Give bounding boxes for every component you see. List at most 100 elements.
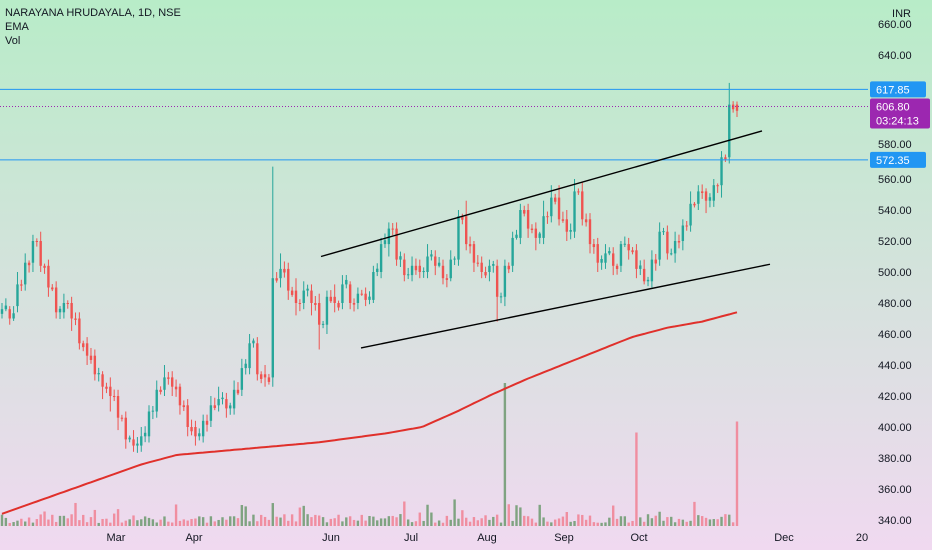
candle-body bbox=[414, 265, 418, 271]
volume-bar bbox=[484, 515, 487, 526]
volume-bar bbox=[646, 514, 650, 526]
candle-body bbox=[201, 420, 205, 437]
volume-bar bbox=[670, 516, 673, 526]
volume-bar bbox=[186, 520, 189, 526]
candle-body bbox=[229, 405, 232, 409]
volume-bar bbox=[8, 522, 11, 526]
price-tick-label: 480.00 bbox=[878, 298, 912, 310]
symbol-title[interactable]: NARAYANA HRUDAYALA, 1D, NSE bbox=[5, 7, 181, 19]
candle-body bbox=[16, 284, 19, 307]
candle-body bbox=[449, 259, 452, 279]
volume-bar bbox=[581, 514, 584, 526]
volume-bar bbox=[612, 505, 615, 526]
candle-body bbox=[27, 262, 31, 266]
candle-body bbox=[31, 241, 35, 263]
candle-body bbox=[546, 216, 549, 218]
volume-bar bbox=[577, 514, 580, 526]
volume-bar bbox=[35, 519, 39, 526]
candle-body bbox=[642, 268, 646, 282]
candle-body bbox=[511, 237, 514, 266]
candle-body bbox=[294, 290, 298, 303]
volume-bar bbox=[62, 515, 66, 526]
volume-bar bbox=[573, 521, 576, 526]
candle-body bbox=[240, 368, 244, 390]
volume-bar bbox=[4, 517, 8, 526]
candle-body bbox=[43, 265, 46, 268]
candle-body bbox=[236, 389, 240, 394]
volume-bar bbox=[271, 503, 274, 526]
candle-body bbox=[174, 386, 178, 390]
chart-legend[interactable]: NARAYANA HRUDAYALA, 1D, NSE EMA Vol bbox=[5, 6, 181, 48]
candle-body bbox=[368, 296, 371, 300]
volume-bar bbox=[441, 522, 445, 526]
volume-bar bbox=[74, 502, 77, 526]
volume-bar bbox=[12, 522, 15, 526]
volume-legend-label[interactable]: Vol bbox=[5, 35, 21, 47]
time-axis-label: Oct bbox=[630, 532, 647, 544]
volume-bar bbox=[279, 517, 282, 526]
volume-bar bbox=[256, 521, 259, 526]
volume-bar bbox=[519, 507, 522, 526]
volume-bar bbox=[97, 522, 100, 526]
volume-bar bbox=[267, 519, 271, 526]
volume-bar bbox=[399, 514, 402, 526]
volume-bar bbox=[503, 383, 507, 526]
candle-body bbox=[728, 104, 731, 158]
candle-body bbox=[410, 265, 414, 276]
price-tick-label: 420.00 bbox=[878, 391, 912, 403]
volume-bar bbox=[283, 514, 286, 526]
candle-body bbox=[581, 191, 584, 220]
level-tag-upper bbox=[870, 81, 926, 98]
candle-body bbox=[287, 268, 290, 291]
volume-bar bbox=[31, 522, 35, 526]
candle-body bbox=[321, 323, 325, 325]
candle-body bbox=[619, 244, 623, 266]
volume-bar bbox=[495, 514, 499, 526]
volume-bar bbox=[391, 515, 394, 526]
volume-bar bbox=[488, 519, 491, 526]
volume-bar bbox=[27, 517, 31, 526]
candle-body bbox=[577, 191, 580, 193]
candle-body bbox=[24, 262, 27, 285]
volume-bar bbox=[465, 517, 468, 526]
candle-body bbox=[128, 437, 131, 440]
ema-legend-label[interactable]: EMA bbox=[5, 21, 29, 33]
candle-body bbox=[538, 233, 541, 238]
time-axis-label: 20 bbox=[856, 532, 868, 544]
candle-body bbox=[298, 303, 302, 304]
candle-body bbox=[588, 219, 592, 245]
candle-body bbox=[430, 254, 433, 257]
volume-bar bbox=[43, 511, 46, 526]
candle-body bbox=[232, 389, 236, 409]
volume-bar bbox=[205, 522, 209, 526]
volume-bar bbox=[376, 520, 379, 526]
candle-body bbox=[403, 259, 406, 276]
candle-body bbox=[352, 303, 356, 305]
candle-body bbox=[337, 303, 340, 308]
candle-body bbox=[697, 191, 700, 204]
volume-bar bbox=[337, 514, 340, 526]
volume-bar bbox=[116, 509, 120, 526]
candle-body bbox=[147, 411, 151, 437]
candle-body bbox=[406, 274, 410, 276]
volume-bar bbox=[348, 516, 352, 526]
volume-bar bbox=[120, 522, 124, 526]
candle-body bbox=[387, 228, 391, 245]
volume-bar bbox=[198, 516, 201, 526]
price-tick-label: 500.00 bbox=[878, 267, 912, 279]
price-tick-label: 560.00 bbox=[878, 174, 912, 186]
volume-bar bbox=[700, 516, 704, 526]
volume-bar bbox=[639, 517, 642, 526]
volume-bar bbox=[403, 501, 406, 526]
candle-body bbox=[553, 197, 557, 202]
volume-bar bbox=[596, 522, 599, 526]
volume-bar bbox=[426, 504, 429, 526]
candle-body bbox=[105, 386, 108, 389]
volume-bar bbox=[85, 522, 89, 526]
candle-body bbox=[221, 397, 224, 400]
volume-bar bbox=[252, 514, 255, 526]
candle-body bbox=[519, 210, 522, 238]
